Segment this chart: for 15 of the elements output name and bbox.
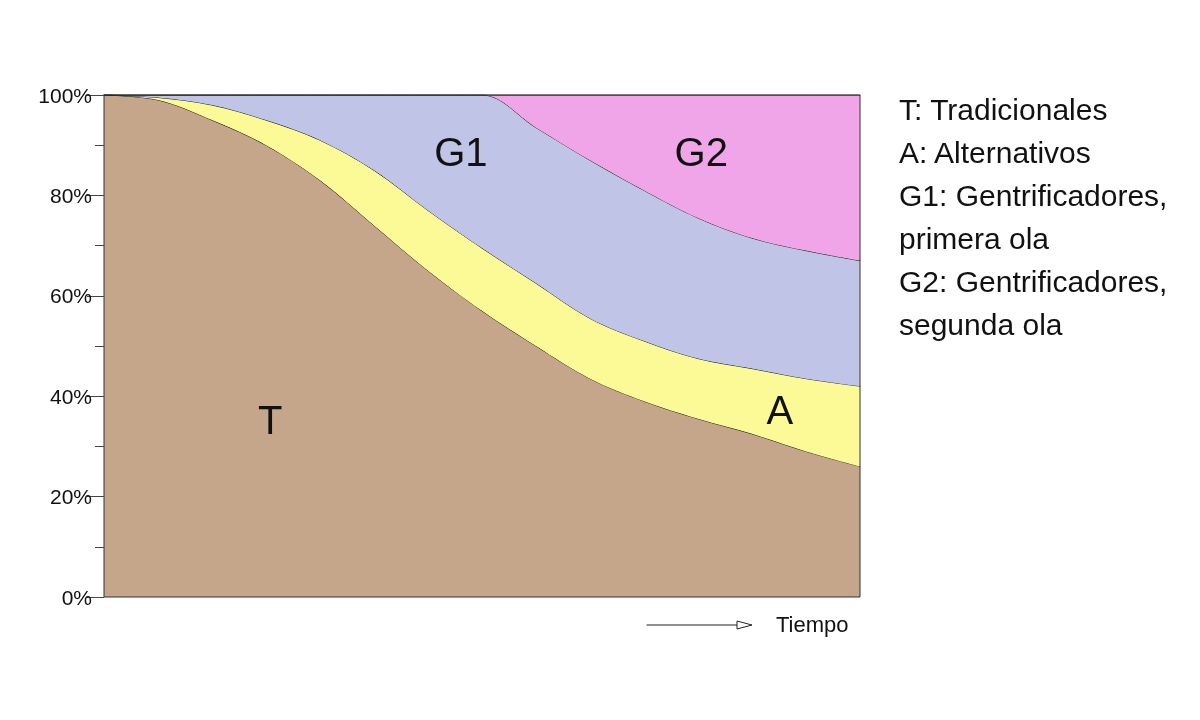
y-tick-label: 40% [49, 384, 92, 408]
text: G2: Gentrificadores, segunda ola [899, 264, 1169, 343]
y-tick-label: 20% [49, 485, 92, 509]
text: G1: Gentrificadores, primera ola [899, 178, 1169, 257]
text: A: Alternativos [899, 135, 1092, 171]
y-tick-label: 0% [61, 585, 92, 609]
x-axis-title: Tiempo [776, 612, 849, 638]
series-label: G2 [674, 130, 728, 175]
y-tick-label: 60% [49, 284, 92, 308]
series-label: A [766, 387, 794, 432]
series-label: G1 [434, 130, 488, 175]
series-label: T [258, 397, 283, 442]
text: T: Tradicionales [899, 92, 1109, 128]
y-tick-label: 100% [38, 83, 92, 107]
y-tick-label: 80% [49, 183, 92, 207]
